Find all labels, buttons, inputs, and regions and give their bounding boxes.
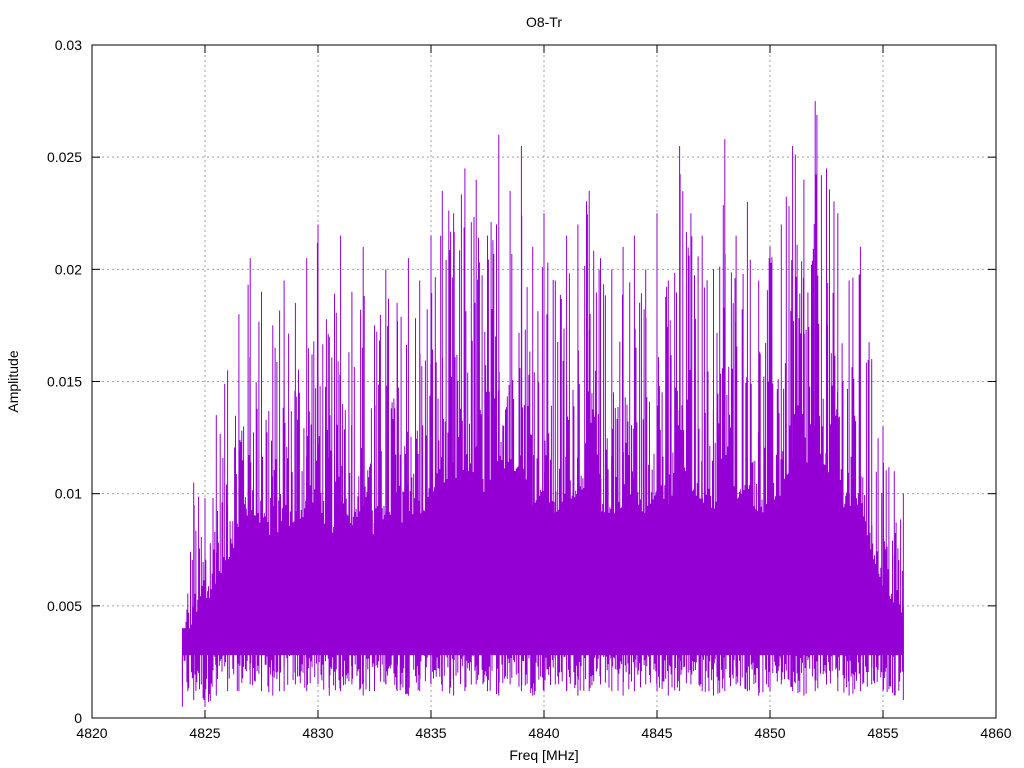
data-layer <box>181 101 904 707</box>
x-tick-label: 4820 <box>76 725 107 741</box>
y-tick-label: 0.025 <box>47 149 82 165</box>
y-tick-label: 0.02 <box>55 261 82 277</box>
x-axis-label: Freq [MHz] <box>509 747 578 763</box>
chart-title: O8-Tr <box>526 14 562 30</box>
y-axis-label: Amplitude <box>5 350 21 412</box>
x-tick-label: 4855 <box>867 725 898 741</box>
x-tick-label: 4860 <box>980 725 1011 741</box>
y-tick-label: 0.03 <box>55 37 82 53</box>
series-0 <box>181 101 904 707</box>
y-tick-label: 0.01 <box>55 486 82 502</box>
x-tick-label: 4825 <box>189 725 220 741</box>
x-tick-label: 4850 <box>754 725 785 741</box>
y-tick-label: 0 <box>74 710 82 726</box>
y-tick-label: 0.005 <box>47 598 82 614</box>
x-tick-label: 4830 <box>302 725 333 741</box>
x-tick-label: 4845 <box>641 725 672 741</box>
x-tick-label: 4835 <box>415 725 446 741</box>
x-tick-label: 4840 <box>528 725 559 741</box>
axis-ticks: 4820 4825 4830 4835 4840 4845 4850 4855 4860 0 0.0… <box>47 37 1012 741</box>
y-tick-label: 0.015 <box>47 374 82 390</box>
